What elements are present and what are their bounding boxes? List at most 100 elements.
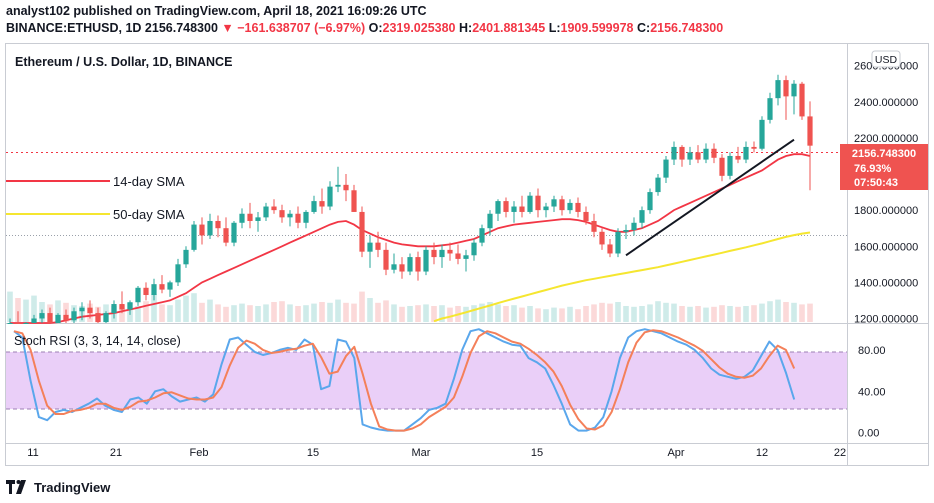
- candle-body: [255, 217, 261, 221]
- candle: [767, 92, 773, 124]
- candle-body: [375, 242, 381, 250]
- candle: [543, 202, 549, 218]
- volume-bar: [247, 305, 253, 322]
- candle-body: [663, 159, 669, 178]
- candle: [495, 199, 501, 221]
- candle: [807, 101, 813, 191]
- volume-bar: [807, 303, 813, 322]
- volume-bar: [135, 306, 141, 322]
- candle: [551, 195, 557, 212]
- volume-bar: [559, 308, 565, 322]
- price-tag-rsi: 76.93%: [854, 163, 892, 175]
- high-value: 2401.881345: [472, 21, 546, 35]
- candle: [519, 195, 525, 218]
- ohlc-header: BINANCE:ETHUSD, 1D 2156.748300 ▼ −161.63…: [6, 21, 723, 35]
- candle-body: [311, 201, 317, 212]
- tradingview-logo-text: TradingView: [34, 479, 111, 495]
- candle-body: [287, 213, 293, 218]
- candle: [319, 188, 325, 214]
- price-change: ▼ −161.638707 (−6.97%): [221, 21, 366, 35]
- price-tick-label: 1600.000000: [854, 241, 918, 253]
- candle-body: [599, 231, 605, 245]
- time-tick-label: 15: [531, 447, 543, 459]
- candle: [663, 155, 669, 184]
- volume-bar: [415, 305, 421, 322]
- candle-body: [247, 213, 253, 221]
- volume-bar: [447, 307, 453, 322]
- volume-bar: [119, 305, 125, 322]
- candle: [439, 244, 445, 268]
- candle-body: [519, 206, 525, 212]
- low-label: L:: [548, 21, 561, 35]
- candle-body: [95, 313, 101, 323]
- time-tick-label: 12: [756, 447, 768, 459]
- volume-bar: [391, 304, 397, 322]
- pane-title: Ethereum / U.S. Dollar, 1D, BINANCE: [15, 55, 232, 69]
- candle-body: [239, 213, 245, 223]
- price-tag-price: 2156.748300: [852, 148, 916, 160]
- volume-bar: [607, 303, 613, 322]
- candle: [719, 154, 725, 182]
- candle-body: [655, 177, 661, 193]
- candle: [471, 239, 477, 261]
- candle: [599, 228, 605, 250]
- candle: [503, 197, 509, 218]
- volume-bar: [687, 306, 693, 322]
- candle: [303, 210, 309, 229]
- volume-bar: [327, 302, 333, 322]
- volume-bar: [487, 302, 493, 322]
- candle-body: [351, 190, 357, 212]
- open-label: O:: [368, 21, 383, 35]
- volume-bar: [335, 299, 341, 322]
- candle: [647, 188, 653, 214]
- candle-body: [119, 304, 125, 310]
- candle: [743, 141, 749, 164]
- stoch-tick-label: 40.00: [858, 386, 886, 398]
- trendline[interactable]: [625, 138, 795, 257]
- candle-body: [727, 155, 733, 176]
- candle-body: [423, 249, 429, 272]
- volume-bar: [255, 306, 261, 322]
- candle: [255, 211, 261, 232]
- volume-bar: [167, 305, 173, 322]
- candle-body: [711, 148, 717, 158]
- sma50-series: [433, 231, 811, 323]
- candle-body: [327, 186, 333, 207]
- candle: [263, 202, 269, 221]
- close-label: C:: [636, 21, 651, 35]
- volume-bar: [359, 291, 365, 322]
- candle: [615, 228, 621, 258]
- volume-bar: [727, 306, 733, 322]
- candle-body: [223, 228, 229, 243]
- candlestick-series: [7, 74, 813, 324]
- candle-body: [151, 284, 157, 296]
- volume-bar: [151, 294, 157, 322]
- candle: [639, 206, 645, 229]
- candle-body: [23, 323, 29, 324]
- candle: [703, 143, 709, 164]
- candle-body: [127, 302, 133, 310]
- candle-body: [431, 249, 437, 258]
- time-tick-label: Mar: [412, 447, 431, 459]
- candle: [399, 257, 405, 279]
- candle-body: [279, 210, 285, 218]
- candle: [103, 311, 109, 323]
- time-tick-label: 11: [27, 447, 38, 459]
- candle-body: [527, 195, 533, 212]
- candle: [535, 188, 541, 218]
- candle-body: [359, 211, 365, 252]
- currency-badge-box[interactable]: [871, 50, 901, 68]
- candle: [463, 249, 469, 272]
- time-tick-label: 15: [307, 447, 319, 459]
- sma14-label: 14-day SMA: [113, 174, 185, 189]
- tradingview-logo[interactable]: TradingView: [6, 477, 110, 497]
- candle-body: [567, 202, 573, 211]
- candle-body: [631, 222, 637, 230]
- candle-body: [31, 318, 37, 323]
- candle-body: [615, 231, 621, 254]
- volume-bar: [479, 303, 485, 322]
- volume-bar: [735, 306, 741, 322]
- volume-bar: [631, 306, 637, 322]
- candle-body: [591, 220, 597, 232]
